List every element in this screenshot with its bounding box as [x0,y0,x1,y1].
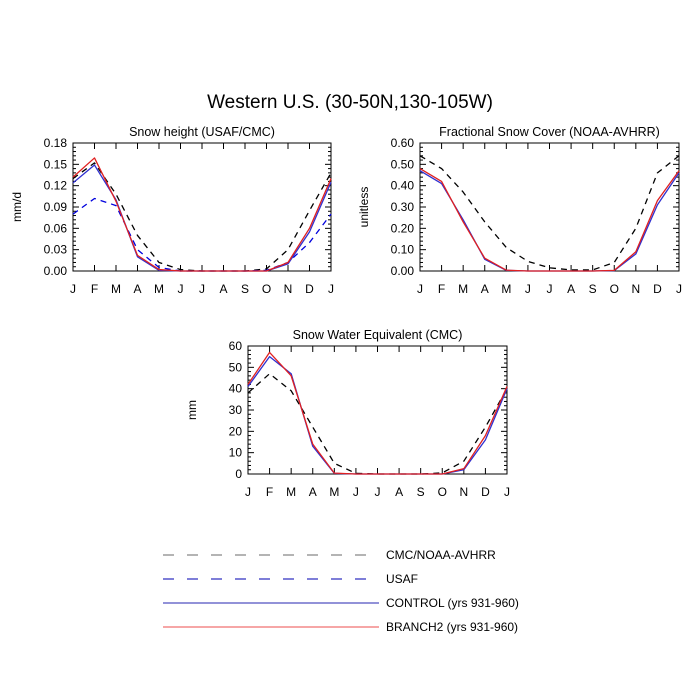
y-tick-label: 0.00 [391,264,415,278]
plot-frame [247,345,508,475]
y-tick-label: 0.60 [391,136,415,150]
legend-item: BRANCH2 (yrs 931-960) [163,620,518,634]
x-tick-label: S [417,485,425,499]
plot-frame [419,142,680,272]
x-tick-label: J [199,282,205,296]
y-tick-label: 50 [229,360,243,374]
x-tick-label: M [154,282,164,296]
series-line-control [247,356,508,475]
y-tick-label: 0.50 [391,157,415,171]
series-line-branch2 [72,157,332,272]
y-tick-label: 60 [229,339,243,353]
x-tick-label: A [133,282,141,296]
series-line-obs [419,155,680,271]
x-tick-label: J [70,282,76,296]
legend-label: BRANCH2 (yrs 931-960) [386,620,518,634]
x-tick-label: O [610,282,619,296]
y-tick-label: 0.00 [44,264,68,278]
x-tick-label: N [459,485,468,499]
x-tick-label: J [504,485,510,499]
y-tick-label: 0.20 [391,221,415,235]
y-tick-label: 0.12 [44,179,68,193]
x-tick-label: M [111,282,121,296]
x-tick-label: S [589,282,597,296]
x-tick-label: N [284,282,293,296]
y-tick-label: 20 [229,424,243,438]
series-line-branch2 [247,351,508,475]
x-tick-label: O [438,485,447,499]
x-tick-label: J [328,282,334,296]
x-tick-label: A [309,485,317,499]
x-tick-label: A [395,485,403,499]
y-tick-label: 0.18 [44,136,68,150]
x-tick-label: J [525,282,531,296]
y-tick-label: 0.40 [391,179,415,193]
y-tick-label: 0.06 [44,221,68,235]
x-tick-label: F [91,282,98,296]
panels: Snow height (USAF/CMC)mm/dJ F M A M J J A S O N D J0… [10,125,682,499]
x-tick-label: M [329,485,339,499]
panel-title: Fractional Snow Cover (NOAA-AVHRR) [439,125,660,139]
x-tick-label: J [417,282,423,296]
plot-frame [72,142,332,272]
y-tick-label: 0.03 [44,243,68,257]
legend-label: USAF [386,572,418,586]
x-tick-label: J [178,282,184,296]
y-tick-label: 0.09 [44,200,68,214]
y-tick-label: 30 [229,403,243,417]
legend-label: CONTROL (yrs 931-960) [386,596,519,610]
x-tick-label: N [631,282,640,296]
panel-3: Snow Water Equivalent (CMC)mmJ F M A M J J A S O N… [185,328,510,499]
x-tick-label: S [241,282,249,296]
y-tick-label: 0 [235,467,242,481]
panel-title: Snow Water Equivalent (CMC) [293,328,463,342]
x-tick-label: A [219,282,227,296]
x-tick-label: F [438,282,445,296]
x-tick-label: O [262,282,271,296]
legend: CMC/NOAA-AVHRR USAF CONTROL (yrs 931-960) B… [163,548,519,634]
panel-2: Fractional Snow Cover (NOAA-AVHRR) unitle… [357,125,682,296]
y-tick-label: 0.10 [391,243,415,257]
x-tick-label: J [547,282,553,296]
series-line-usaf [72,197,332,272]
y-axis-label: unitless [357,187,371,228]
series-line-branch2 [419,168,680,272]
x-tick-label: D [305,282,314,296]
legend-item: CMC/NOAA-AVHRR [163,548,496,562]
x-tick-label: A [567,282,575,296]
x-tick-label: M [286,485,296,499]
figure-title: Western U.S. (30-50N,130-105W) [207,92,493,113]
legend-label: CMC/NOAA-AVHRR [386,548,496,562]
x-tick-label: F [266,485,273,499]
y-axis-label: mm/d [10,192,24,222]
series-line-obs [247,373,508,475]
x-tick-label: J [375,485,381,499]
panel-title: Snow height (USAF/CMC) [129,125,275,139]
x-tick-label: D [653,282,662,296]
y-tick-label: 40 [229,382,243,396]
x-tick-label: M [501,282,511,296]
x-tick-label: J [676,282,682,296]
y-tick-label: 10 [229,446,243,460]
x-tick-label: J [353,485,359,499]
legend-item: CONTROL (yrs 931-960) [163,596,519,610]
x-tick-label: J [245,485,251,499]
panel-1: Snow height (USAF/CMC)mm/dJ F M A M J J A S O N D J0… [10,125,334,296]
x-tick-label: D [481,485,490,499]
y-axis-label: mm [185,400,199,420]
series-line-control [419,170,680,272]
legend-item: USAF [163,572,418,586]
x-tick-label: M [458,282,468,296]
x-tick-label: A [481,282,489,296]
y-tick-label: 0.15 [44,157,68,171]
y-tick-label: 0.30 [391,200,415,214]
